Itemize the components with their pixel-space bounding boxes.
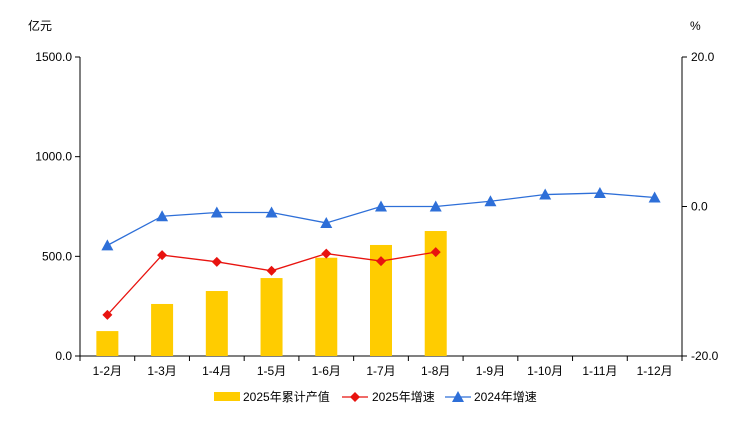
triangle-marker (648, 191, 661, 203)
triangle-marker (265, 206, 278, 218)
bar (370, 244, 392, 356)
x-tick-label: 1-5月 (257, 364, 286, 378)
left-tick-label: 0.0 (55, 349, 72, 363)
diamond-marker (376, 256, 386, 267)
bar (205, 291, 228, 356)
triangle-marker (593, 187, 606, 199)
left-axis-label: 亿元 (28, 18, 52, 33)
triangle-marker (452, 391, 464, 402)
x-tick-label: 1-3月 (147, 364, 176, 378)
diamond-marker (211, 256, 222, 267)
triangle-marker (539, 188, 552, 200)
triangle-marker (320, 216, 333, 228)
legend-swatch (214, 392, 240, 401)
legend-label: 2025年增速 (372, 390, 435, 404)
bar (96, 331, 119, 356)
x-tick-label: 1-9月 (476, 364, 505, 378)
left-tick-label: 500.0 (42, 249, 72, 263)
triangle-marker (101, 239, 114, 251)
diamond-marker (430, 247, 441, 258)
x-tick-label: 1-10月 (527, 364, 563, 378)
triangle-marker (156, 210, 169, 222)
x-tick-label: 1-11月 (582, 364, 617, 378)
diamond-marker (266, 265, 277, 276)
triangle-marker (484, 195, 497, 207)
diamond-marker (102, 309, 113, 320)
triangle-marker (375, 200, 387, 212)
x-tick-label: 1-6月 (312, 364, 341, 378)
right-tick-label: -20.0 (691, 349, 719, 363)
legend-label: 2024年增速 (474, 390, 537, 404)
diamond-marker (350, 392, 360, 402)
right-tick-label: 0.0 (691, 200, 708, 214)
left-tick-label: 1500.0 (35, 50, 72, 64)
bar (151, 303, 174, 356)
diamond-marker (321, 248, 332, 259)
bar (315, 257, 338, 356)
x-tick-label: 1-2月 (93, 364, 122, 378)
triangle-marker (210, 206, 223, 218)
x-tick-label: 1-4月 (202, 364, 231, 378)
left-tick-label: 1000.0 (35, 150, 72, 164)
triangle-marker (429, 200, 442, 212)
x-tick-label: 1-8月 (421, 364, 450, 378)
right-tick-label: 20.0 (691, 50, 715, 64)
right-axis-label: % (690, 19, 701, 33)
x-tick-label: 1-7月 (366, 364, 395, 378)
bar (424, 231, 447, 356)
bar (260, 278, 283, 356)
x-tick-label: 1-12月 (637, 364, 673, 378)
diamond-marker (157, 250, 168, 261)
legend-label: 2025年累计产值 (243, 389, 330, 404)
